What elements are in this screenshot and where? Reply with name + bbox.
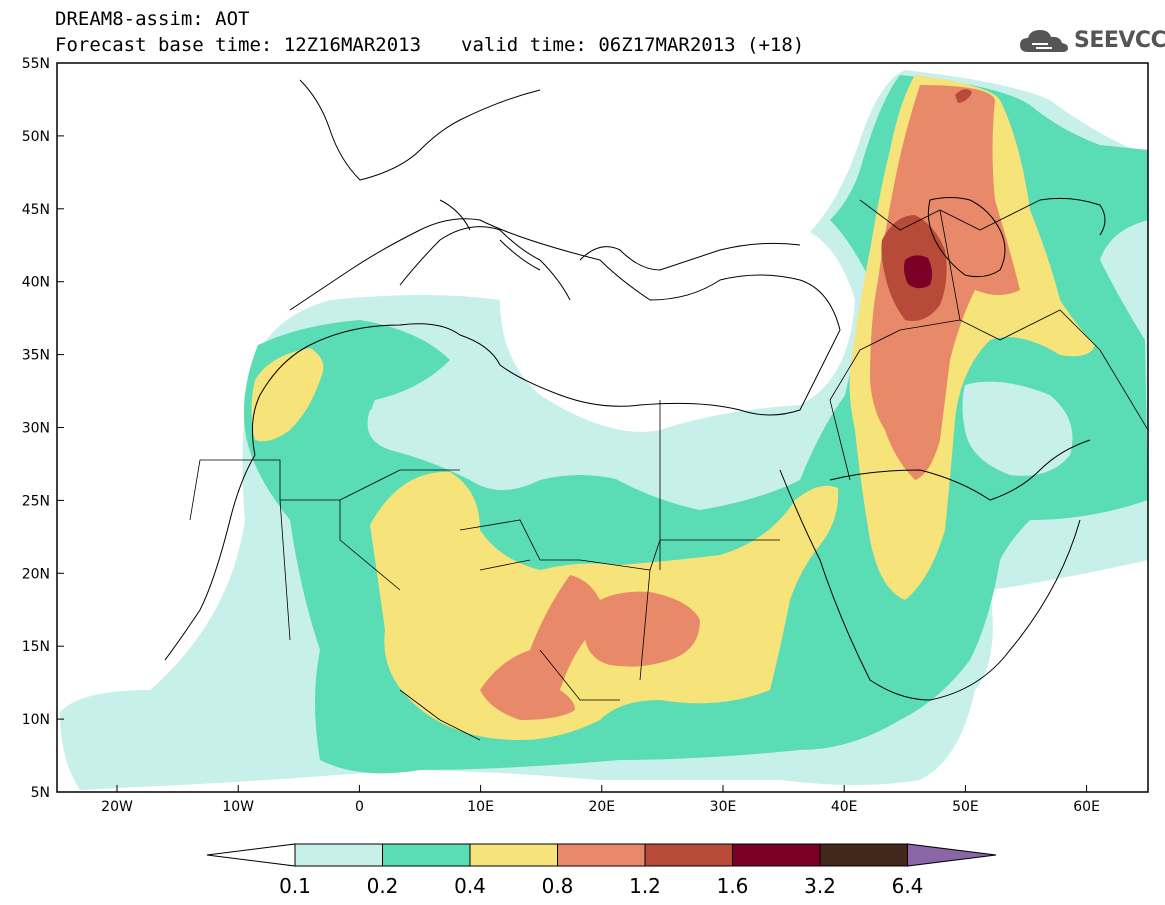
logo-text: SEEVCCC <box>1074 28 1165 53</box>
colorbar-label: 0.4 <box>454 874 486 898</box>
base-time: Forecast base time: 12Z16MAR2013 <box>55 34 422 56</box>
lon-label: 20W <box>101 799 133 815</box>
colorbar-label: 1.6 <box>717 874 749 898</box>
lat-label: 5N <box>31 785 50 801</box>
lat-label: 30N <box>22 421 50 437</box>
lon-label: 30E <box>710 799 737 815</box>
aot-hole-sahara <box>367 396 620 490</box>
colorbar-swatch <box>382 843 471 867</box>
valid-time: valid time: 06Z17MAR2013 (+18) <box>461 34 805 56</box>
aot-band-0.4-west <box>251 348 324 442</box>
colorbar-label: 1.2 <box>629 874 661 898</box>
colorbar-swatch <box>644 843 733 867</box>
coastlines <box>164 79 1106 701</box>
lat-label: 15N <box>22 639 50 655</box>
lat-label: 45N <box>22 202 50 218</box>
lon-label: 10E <box>467 799 494 815</box>
aot-band-1.2-north <box>955 89 972 103</box>
colorbar-label: 0.8 <box>542 874 574 898</box>
aot-band-0.8 <box>480 575 700 720</box>
colorbar-swatch <box>557 843 646 867</box>
lat-label: 35N <box>22 348 50 364</box>
colorbar: 0.1 0.2 0.4 0.8 1.2 1.6 3.2 6.4 <box>206 843 997 898</box>
map-title: DREAM8-assim: AOT <box>55 8 250 30</box>
lat-label: 55N <box>22 56 50 72</box>
lat-ticks: 55N 50N 45N 40N 35N 30N 25N 20N 15N 10N 5N <box>22 56 64 801</box>
lon-ticks: 20W 10W 0 10E 20E 30E 40E 50E 60E <box>101 785 1100 815</box>
time-info: Forecast base time: 12Z16MAR2013 valid ti… <box>55 34 804 56</box>
lon-label: 0 <box>355 799 364 815</box>
colorbar-swatch <box>294 843 383 867</box>
lon-label: 60E <box>1073 799 1100 815</box>
colorbar-swatch <box>469 843 558 867</box>
colorbar-arrow-high <box>907 843 997 867</box>
colorbar-label: 0.2 <box>367 874 399 898</box>
lat-label: 40N <box>22 275 50 291</box>
country-borders <box>189 199 1148 741</box>
lat-label: 25N <box>22 493 50 509</box>
colorbar-swatch <box>819 843 908 867</box>
colorbar-label: 6.4 <box>892 874 924 898</box>
colorbar-arrow-low <box>206 843 296 867</box>
lat-label: 20N <box>22 566 50 582</box>
colorbar-swatch <box>732 843 821 867</box>
colorbar-label: 3.2 <box>804 874 836 898</box>
lon-label: 20E <box>588 799 615 815</box>
aot-band-1.6 <box>904 255 933 289</box>
aot-hole-arabia <box>962 381 1073 476</box>
lat-label: 10N <box>22 712 50 728</box>
lat-label: 50N <box>22 129 50 145</box>
colorbar-label: 0.1 <box>279 874 311 898</box>
seevccc-logo: SEEVCCC <box>1018 24 1165 56</box>
aot-field <box>60 70 1148 790</box>
lon-label: 50E <box>952 799 979 815</box>
lon-label: 40E <box>831 799 858 815</box>
cloud-icon <box>1020 30 1068 52</box>
lon-label: 10W <box>222 799 254 815</box>
